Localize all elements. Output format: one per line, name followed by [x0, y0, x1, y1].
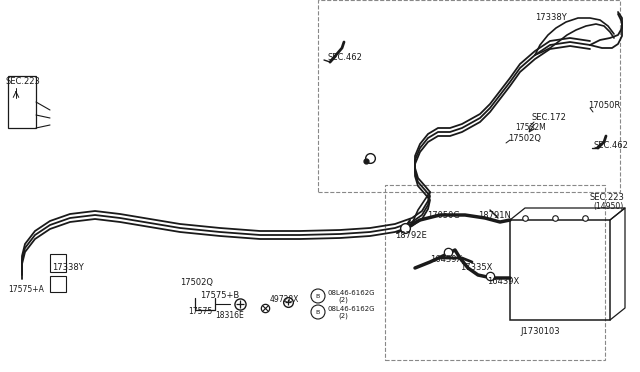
Text: 17575+B: 17575+B [200, 292, 239, 301]
Text: SEC.223: SEC.223 [590, 193, 625, 202]
Bar [50, 276, 66, 292]
Bar [318, 0, 620, 192]
Text: 17502Q: 17502Q [508, 134, 541, 142]
Text: 18792E: 18792E [395, 231, 427, 240]
Text: 16439X: 16439X [430, 256, 462, 264]
Text: B: B [316, 294, 320, 298]
Text: 17050R: 17050R [588, 100, 620, 109]
Text: 17502Q: 17502Q [180, 278, 213, 286]
Text: 08L46-6162G: 08L46-6162G [328, 290, 376, 296]
Bar [510, 220, 610, 320]
Text: 17532M: 17532M [515, 124, 546, 132]
Text: 17575: 17575 [188, 308, 212, 317]
Bar [8, 76, 36, 128]
Text: 17335X: 17335X [460, 263, 492, 273]
Text: J1730103: J1730103 [520, 327, 559, 337]
Text: SEC.462: SEC.462 [327, 54, 362, 62]
Text: 17050G: 17050G [427, 211, 460, 219]
Text: 18316E: 18316E [215, 311, 244, 320]
Text: 16439X: 16439X [487, 278, 519, 286]
Text: SEC.172: SEC.172 [532, 113, 567, 122]
Text: 18791N: 18791N [478, 211, 511, 219]
Text: (2): (2) [338, 313, 348, 319]
Text: B: B [316, 310, 320, 314]
Text: (2): (2) [338, 297, 348, 303]
Bar [385, 185, 605, 360]
Text: 17338Y: 17338Y [52, 263, 84, 273]
Text: SEC.462: SEC.462 [594, 141, 629, 150]
Text: SEC.223: SEC.223 [5, 77, 40, 87]
Text: 17338Y: 17338Y [535, 13, 567, 22]
Text: 17575+A: 17575+A [8, 285, 44, 295]
Text: (14950): (14950) [593, 202, 623, 212]
Bar [50, 254, 66, 272]
Text: 49728X: 49728X [270, 295, 300, 305]
Text: 08L46-6162G: 08L46-6162G [328, 306, 376, 312]
